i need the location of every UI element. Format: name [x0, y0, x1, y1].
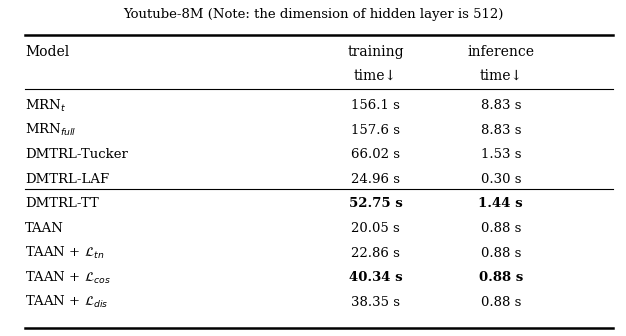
Text: DMTRL-LAF: DMTRL-LAF — [25, 173, 109, 186]
Text: 66.02 s: 66.02 s — [351, 149, 400, 161]
Text: 38.35 s: 38.35 s — [351, 296, 400, 308]
Text: 0.88 s: 0.88 s — [481, 296, 521, 308]
Text: TAAN + $\mathcal{L}_{tn}$: TAAN + $\mathcal{L}_{tn}$ — [25, 245, 105, 261]
Text: 40.34 s: 40.34 s — [349, 271, 403, 284]
Text: 0.88 s: 0.88 s — [479, 271, 523, 284]
Text: 8.83 s: 8.83 s — [481, 124, 521, 137]
Text: 0.88 s: 0.88 s — [481, 247, 521, 259]
Text: DMTRL-Tucker: DMTRL-Tucker — [25, 149, 128, 161]
Text: 156.1 s: 156.1 s — [351, 99, 400, 112]
Text: 52.75 s: 52.75 s — [349, 198, 403, 210]
Text: MRN$_{full}$: MRN$_{full}$ — [25, 122, 76, 138]
Text: 0.88 s: 0.88 s — [481, 222, 521, 235]
Text: 22.86 s: 22.86 s — [351, 247, 400, 259]
Text: 157.6 s: 157.6 s — [351, 124, 400, 137]
Text: DMTRL-TT: DMTRL-TT — [25, 198, 99, 210]
Text: TAAN: TAAN — [25, 222, 64, 235]
Text: Youtube-8M (Note: the dimension of hidden layer is 512): Youtube-8M (Note: the dimension of hidde… — [123, 8, 503, 22]
Text: 0.30 s: 0.30 s — [481, 173, 521, 186]
Text: TAAN + $\mathcal{L}_{cos}$: TAAN + $\mathcal{L}_{cos}$ — [25, 269, 111, 286]
Text: 8.83 s: 8.83 s — [481, 99, 521, 112]
Text: inference: inference — [467, 45, 535, 59]
Text: time↓: time↓ — [354, 69, 397, 83]
Text: 1.53 s: 1.53 s — [481, 149, 521, 161]
Text: MRN$_t$: MRN$_t$ — [25, 98, 66, 114]
Text: TAAN + $\mathcal{L}_{dis}$: TAAN + $\mathcal{L}_{dis}$ — [25, 294, 108, 310]
Text: 1.44 s: 1.44 s — [478, 198, 523, 210]
Text: time↓: time↓ — [480, 69, 522, 83]
Text: training: training — [347, 45, 404, 59]
Text: 24.96 s: 24.96 s — [351, 173, 400, 186]
Text: 20.05 s: 20.05 s — [351, 222, 400, 235]
Text: Model: Model — [25, 45, 69, 59]
